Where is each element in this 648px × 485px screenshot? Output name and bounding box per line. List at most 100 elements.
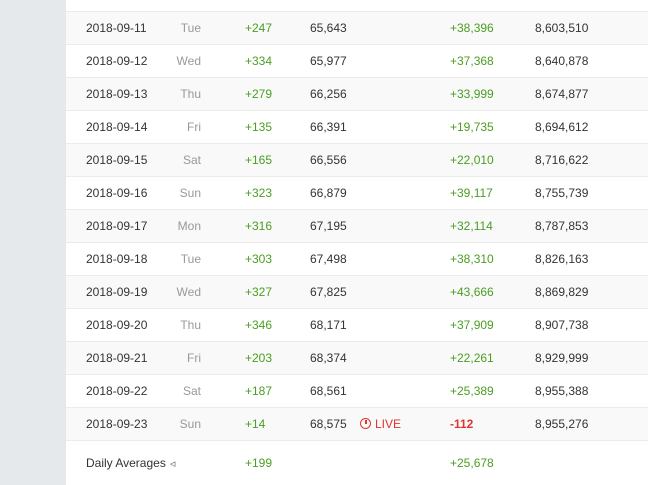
total: 66,391 — [310, 120, 347, 134]
total-2: 8,716,622 — [535, 153, 589, 167]
daily-change: +316 — [245, 219, 273, 233]
total-2: 8,787,853 — [535, 219, 589, 233]
stats-table: 2018-09-11 Tue +247 65,643 +38,396 8,603,… — [66, 0, 648, 485]
daily-change: +327 — [245, 285, 273, 299]
daily-change-2: +19,735 — [450, 120, 494, 134]
clock-icon — [360, 418, 371, 429]
table-row: 2018-09-19 Wed +327 67,825 +43,666 8,869,… — [66, 276, 648, 309]
daily-change-2: +33,999 — [450, 87, 494, 101]
daily-change: +247 — [245, 21, 273, 35]
date: 2018-09-15 — [86, 153, 148, 167]
date: 2018-09-17 — [86, 219, 148, 233]
weekday: Thu — [180, 318, 201, 332]
daily-change: +203 — [245, 351, 273, 365]
daily-change: +334 — [245, 54, 273, 68]
daily-averages-text: Daily Averages — [86, 456, 166, 470]
live-badge: LIVE — [360, 417, 401, 431]
table-row: 2018-09-11 Tue +247 65,643 +38,396 8,603,… — [66, 12, 648, 45]
daily-change-2: +38,310 — [450, 252, 494, 266]
daily-change: +303 — [245, 252, 273, 266]
total: 67,825 — [310, 285, 347, 299]
total: 66,256 — [310, 87, 347, 101]
total-2: 8,755,739 — [535, 186, 589, 200]
date: 2018-09-21 — [86, 351, 148, 365]
table-row: 2018-09-20 Thu +346 68,171 +37,909 8,907,… — [66, 309, 648, 342]
total-2: 8,929,999 — [535, 351, 589, 365]
table-row: 2018-09-23 Sun +14 68,575 LIVE -112 8,955,… — [66, 408, 648, 441]
table-row: 2018-09-21 Fri +203 68,374 +22,261 8,929,… — [66, 342, 648, 375]
daily-averages-row: Daily Averages ◃ +199 +25,678 — [66, 441, 648, 483]
table-header-row — [66, 0, 648, 12]
daily-change-2: +43,666 — [450, 285, 494, 299]
total-2: 8,907,738 — [535, 318, 589, 332]
daily-change-2: +25,389 — [450, 384, 494, 398]
total: 68,171 — [310, 318, 347, 332]
date: 2018-09-11 — [86, 21, 147, 35]
weekday: Sat — [182, 153, 201, 167]
weekday: Fri — [187, 120, 201, 134]
weekday: Tue — [180, 252, 201, 266]
daily-change-2: +38,396 — [450, 21, 494, 35]
share-icon[interactable]: ◃ — [169, 458, 176, 470]
daily-averages-label: Daily Averages ◃ — [86, 456, 175, 470]
daily-change-2: +39,117 — [450, 186, 493, 200]
weekday: Sun — [179, 186, 201, 200]
daily-change-2: +32,114 — [450, 219, 493, 233]
table-row: 2018-09-17 Mon +316 67,195 +32,114 8,787,… — [66, 210, 648, 243]
total-2: 8,694,612 — [535, 120, 589, 134]
date: 2018-09-20 — [86, 318, 148, 332]
total: 68,374 — [310, 351, 347, 365]
table-row: 2018-09-13 Thu +279 66,256 +33,999 8,674,… — [66, 78, 648, 111]
daily-change: +323 — [245, 186, 273, 200]
table-row: 2018-09-12 Wed +334 65,977 +37,368 8,640,… — [66, 45, 648, 78]
total-2: 8,955,276 — [535, 417, 589, 431]
date: 2018-09-14 — [86, 120, 148, 134]
sidebar — [0, 0, 66, 485]
table-row: 2018-09-22 Sat +187 68,561 +25,389 8,955,… — [66, 375, 648, 408]
date: 2018-09-16 — [86, 186, 148, 200]
daily-change: +135 — [245, 120, 273, 134]
daily-change-2: +37,368 — [450, 54, 494, 68]
daily-change: +187 — [245, 384, 273, 398]
daily-change-2: +22,010 — [450, 153, 494, 167]
date: 2018-09-18 — [86, 252, 148, 266]
daily-change-2: -112 — [450, 417, 474, 431]
table-row: 2018-09-15 Sat +165 66,556 +22,010 8,716,… — [66, 144, 648, 177]
total: 68,561 — [310, 384, 347, 398]
weekday: Mon — [177, 219, 201, 233]
weekday: Thu — [180, 87, 201, 101]
total-2: 8,869,829 — [535, 285, 589, 299]
date: 2018-09-12 — [86, 54, 148, 68]
date: 2018-09-13 — [86, 87, 148, 101]
total: 65,643 — [310, 21, 347, 35]
table-row: 2018-09-16 Sun +323 66,879 +39,117 8,755,… — [66, 177, 648, 210]
daily-change: +346 — [245, 318, 273, 332]
date: 2018-09-22 — [86, 384, 148, 398]
weekday: Wed — [176, 285, 201, 299]
daily-change-2: +22,261 — [450, 351, 494, 365]
total-2: 8,674,877 — [535, 87, 589, 101]
daily-change-2: +37,909 — [450, 318, 494, 332]
average-delta1: +199 — [245, 456, 273, 470]
total-2: 8,603,510 — [535, 21, 589, 35]
total: 65,977 — [310, 54, 347, 68]
total-2: 8,826,163 — [535, 252, 589, 266]
weekday: Sat — [182, 384, 201, 398]
table-row: 2018-09-14 Fri +135 66,391 +19,735 8,694,… — [66, 111, 648, 144]
daily-change: +165 — [245, 153, 273, 167]
daily-change: +14 — [245, 417, 266, 431]
total: 66,556 — [310, 153, 347, 167]
total-2: 8,955,388 — [535, 384, 589, 398]
total-2: 8,640,878 — [535, 54, 589, 68]
live-label: LIVE — [375, 417, 402, 431]
weekday: Wed — [176, 54, 201, 68]
date: 2018-09-19 — [86, 285, 148, 299]
weekday: Sun — [179, 417, 201, 431]
weekday: Fri — [187, 351, 201, 365]
daily-change: +279 — [245, 87, 273, 101]
weekday: Tue — [180, 21, 201, 35]
date: 2018-09-23 — [86, 417, 148, 431]
total: 67,195 — [310, 219, 347, 233]
table-row: 2018-09-18 Tue +303 67,498 +38,310 8,826,… — [66, 243, 648, 276]
total: 66,879 — [310, 186, 347, 200]
